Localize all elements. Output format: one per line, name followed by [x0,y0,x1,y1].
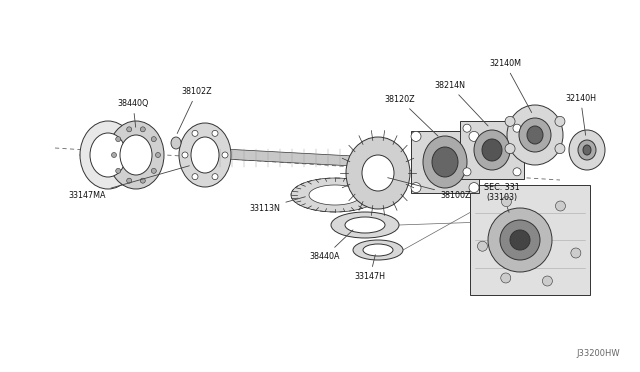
Circle shape [411,131,421,141]
Text: 38440Q: 38440Q [117,99,148,127]
Ellipse shape [331,212,399,238]
Circle shape [463,168,471,176]
Circle shape [513,168,521,176]
Ellipse shape [345,217,385,233]
Circle shape [140,127,145,132]
Circle shape [510,230,530,250]
Polygon shape [411,131,479,193]
Ellipse shape [578,140,596,160]
Circle shape [411,183,421,193]
Ellipse shape [80,121,136,189]
Circle shape [555,116,565,126]
Circle shape [127,127,132,132]
Circle shape [116,169,121,173]
Polygon shape [205,148,390,168]
Circle shape [542,276,552,286]
Text: SEC. 331
(33103): SEC. 331 (33103) [484,183,520,212]
Circle shape [127,178,132,183]
Text: 33147H: 33147H [355,255,385,281]
Circle shape [513,124,521,132]
Polygon shape [470,185,590,295]
Ellipse shape [120,135,152,175]
Polygon shape [460,121,524,179]
Ellipse shape [527,126,543,144]
Circle shape [192,130,198,137]
Circle shape [151,169,156,173]
Ellipse shape [362,155,394,191]
Circle shape [463,124,471,132]
Text: 32140H: 32140H [565,93,596,135]
Circle shape [505,144,515,154]
Circle shape [469,131,479,141]
Text: J33200HW: J33200HW [577,349,620,358]
Text: 38214N: 38214N [435,81,488,126]
Circle shape [111,153,116,157]
Circle shape [555,144,565,154]
Ellipse shape [583,145,591,155]
Ellipse shape [108,121,164,189]
Polygon shape [291,178,379,212]
Ellipse shape [363,244,393,256]
Circle shape [182,152,188,158]
Circle shape [151,137,156,142]
Ellipse shape [569,130,605,170]
Ellipse shape [474,130,510,170]
Text: 38440A: 38440A [310,230,353,261]
Circle shape [222,152,228,158]
Ellipse shape [423,136,467,188]
Ellipse shape [171,137,181,149]
Circle shape [571,248,581,258]
Ellipse shape [519,118,551,152]
Text: 32140M: 32140M [489,59,532,113]
Ellipse shape [179,123,231,187]
Circle shape [502,197,511,207]
Text: 38120Z: 38120Z [385,95,438,136]
Circle shape [556,201,566,211]
Ellipse shape [90,133,126,177]
Circle shape [212,174,218,180]
Ellipse shape [432,147,458,177]
Ellipse shape [482,139,502,161]
Polygon shape [309,185,361,205]
Circle shape [116,137,121,142]
Text: 38100Z: 38100Z [388,178,470,199]
Circle shape [500,220,540,260]
Circle shape [140,178,145,183]
Circle shape [212,130,218,137]
Circle shape [469,183,479,193]
Text: 33147MA: 33147MA [68,166,189,199]
Text: 33113N: 33113N [250,197,305,212]
Circle shape [505,116,515,126]
Circle shape [500,273,511,283]
Ellipse shape [507,105,563,165]
Circle shape [192,174,198,180]
Circle shape [488,208,552,272]
Text: 38102Z: 38102Z [177,87,212,134]
Circle shape [477,241,488,251]
Ellipse shape [191,137,219,173]
Ellipse shape [353,240,403,260]
Circle shape [156,153,161,157]
Ellipse shape [346,137,410,209]
